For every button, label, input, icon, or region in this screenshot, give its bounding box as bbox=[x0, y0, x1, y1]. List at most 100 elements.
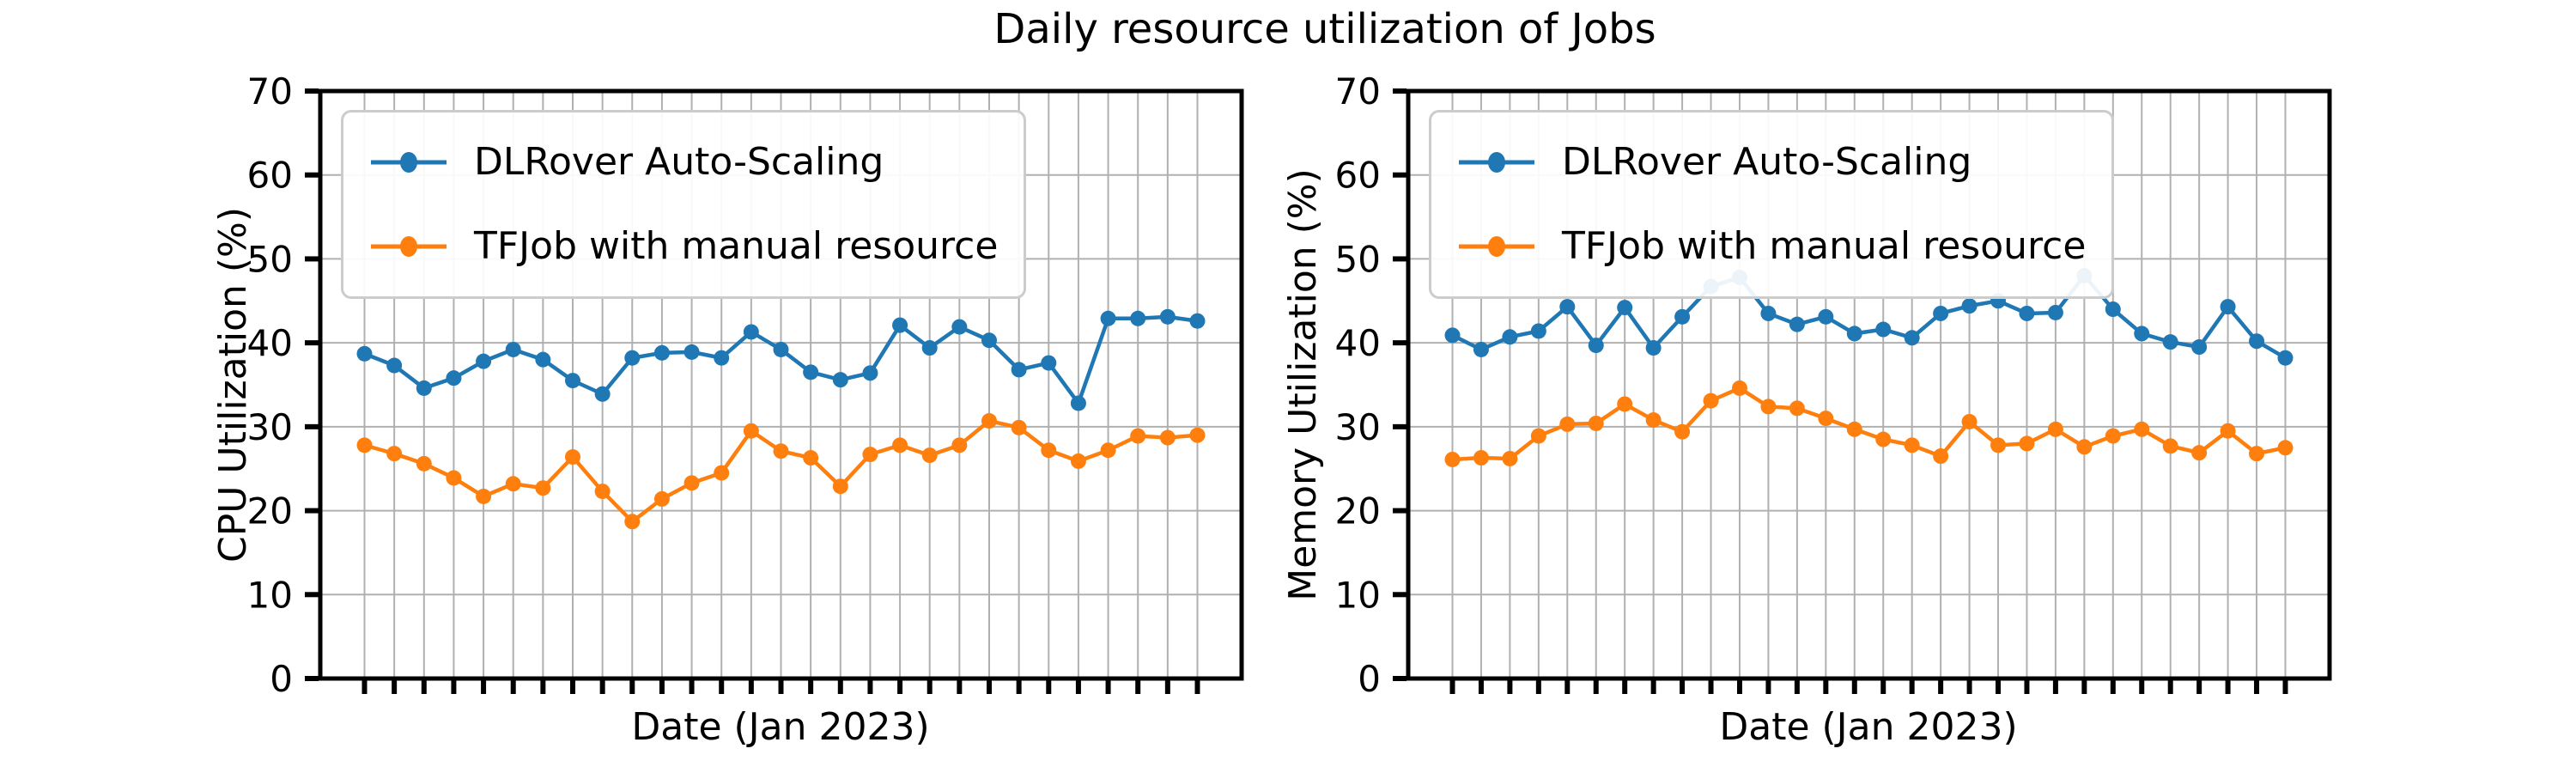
data-point bbox=[951, 319, 968, 335]
data-point bbox=[2134, 326, 2150, 342]
y-tick-label: 20 bbox=[247, 490, 293, 533]
data-point bbox=[1846, 421, 1862, 437]
data-point bbox=[981, 413, 997, 429]
data-point bbox=[892, 437, 908, 453]
y-tick-label: 70 bbox=[1335, 70, 1381, 113]
figure-title: Daily resource utilization of Jobs bbox=[993, 5, 1656, 53]
y-tick-label: 0 bbox=[270, 658, 293, 700]
legend-label: TFJob with manual resource bbox=[474, 224, 999, 268]
data-point bbox=[1789, 400, 1805, 417]
data-point bbox=[1588, 338, 1604, 354]
data-point bbox=[1130, 310, 1146, 326]
data-point bbox=[1130, 428, 1146, 444]
data-point bbox=[2162, 334, 2178, 350]
data-point bbox=[1818, 411, 1834, 427]
data-point bbox=[356, 345, 373, 362]
data-point bbox=[892, 317, 908, 333]
legend-label: DLRover Auto-Scaling bbox=[474, 140, 884, 184]
data-point bbox=[1904, 437, 1920, 453]
data-point bbox=[2047, 421, 2063, 437]
y-tick-label: 0 bbox=[1358, 658, 1381, 700]
data-point bbox=[951, 437, 968, 453]
cpu-legend: DLRover Auto-Scaling TFJob with manual r… bbox=[341, 110, 1027, 299]
data-point bbox=[714, 465, 730, 481]
data-point bbox=[921, 447, 938, 464]
data-point bbox=[1703, 393, 1719, 409]
data-point bbox=[1189, 313, 1206, 329]
data-point bbox=[2277, 440, 2293, 456]
data-point bbox=[743, 324, 759, 340]
data-point bbox=[2277, 350, 2293, 366]
data-point bbox=[1645, 412, 1662, 429]
data-point bbox=[862, 365, 878, 381]
data-point bbox=[1011, 362, 1027, 378]
y-tick-label: 50 bbox=[1335, 238, 1381, 280]
y-tick-label: 30 bbox=[1335, 406, 1381, 448]
data-point bbox=[2191, 445, 2208, 461]
data-point bbox=[803, 450, 819, 466]
axes-spines bbox=[1406, 88, 2332, 681]
data-point bbox=[1189, 427, 1206, 443]
data-point bbox=[1645, 340, 1662, 356]
data-point bbox=[2134, 421, 2150, 437]
data-point bbox=[1473, 450, 1489, 466]
data-point bbox=[2076, 439, 2093, 455]
data-point bbox=[1818, 308, 1834, 325]
data-point bbox=[476, 488, 492, 504]
line-marker-sample-icon bbox=[371, 152, 447, 173]
data-point bbox=[1159, 429, 1176, 446]
data-point bbox=[1990, 437, 2007, 453]
data-point bbox=[921, 340, 938, 356]
data-point bbox=[2249, 333, 2265, 350]
data-point bbox=[1559, 299, 1576, 315]
data-point bbox=[1070, 453, 1086, 469]
data-point bbox=[1502, 450, 1518, 466]
data-point bbox=[653, 490, 670, 507]
legend-label: TFJob with manual resource bbox=[1562, 224, 2087, 268]
data-point bbox=[535, 351, 551, 368]
data-point bbox=[653, 344, 670, 361]
y-tick-label: 10 bbox=[1335, 574, 1381, 616]
data-point bbox=[594, 386, 611, 402]
data-point bbox=[773, 443, 789, 460]
line-marker-sample-icon bbox=[371, 236, 447, 257]
legend-marker-icon bbox=[1488, 152, 1505, 173]
data-point bbox=[1674, 308, 1691, 325]
legend-item-dlrover: DLRover Auto-Scaling bbox=[369, 135, 998, 190]
data-point bbox=[1100, 442, 1116, 459]
y-tick-label: 50 bbox=[247, 238, 293, 280]
data-point bbox=[2162, 438, 2178, 454]
data-point bbox=[2047, 304, 2063, 320]
y-tick-label: 40 bbox=[247, 322, 293, 364]
y-tick-label: 60 bbox=[1335, 155, 1381, 197]
data-point bbox=[505, 341, 521, 357]
data-point bbox=[1731, 380, 1747, 396]
data-point bbox=[862, 447, 878, 463]
data-point bbox=[1070, 395, 1086, 411]
data-point bbox=[356, 437, 373, 453]
data-point bbox=[1961, 298, 1978, 314]
data-point bbox=[1904, 330, 1920, 346]
data-point bbox=[1159, 308, 1176, 325]
y-tick-label: 30 bbox=[247, 406, 293, 448]
axes-spines bbox=[318, 88, 1244, 681]
data-point bbox=[416, 380, 432, 396]
y-tick-label: 70 bbox=[247, 70, 293, 113]
line-marker-sample-icon bbox=[1459, 236, 1534, 257]
data-point bbox=[1760, 305, 1777, 321]
data-point bbox=[1875, 321, 1892, 338]
data-point bbox=[2019, 435, 2035, 452]
data-point bbox=[2105, 428, 2121, 444]
data-point bbox=[2191, 339, 2208, 356]
y-tick-label: 20 bbox=[1335, 490, 1381, 533]
line-marker-sample-icon bbox=[1459, 152, 1534, 173]
data-point bbox=[624, 350, 641, 366]
data-point bbox=[832, 478, 848, 495]
data-point bbox=[2220, 299, 2236, 315]
data-point bbox=[1559, 416, 1576, 432]
data-point bbox=[773, 341, 789, 357]
data-point bbox=[1933, 448, 1949, 465]
data-point bbox=[1530, 428, 1546, 444]
data-point bbox=[1617, 300, 1633, 316]
y-tick-label: 40 bbox=[1335, 322, 1381, 364]
